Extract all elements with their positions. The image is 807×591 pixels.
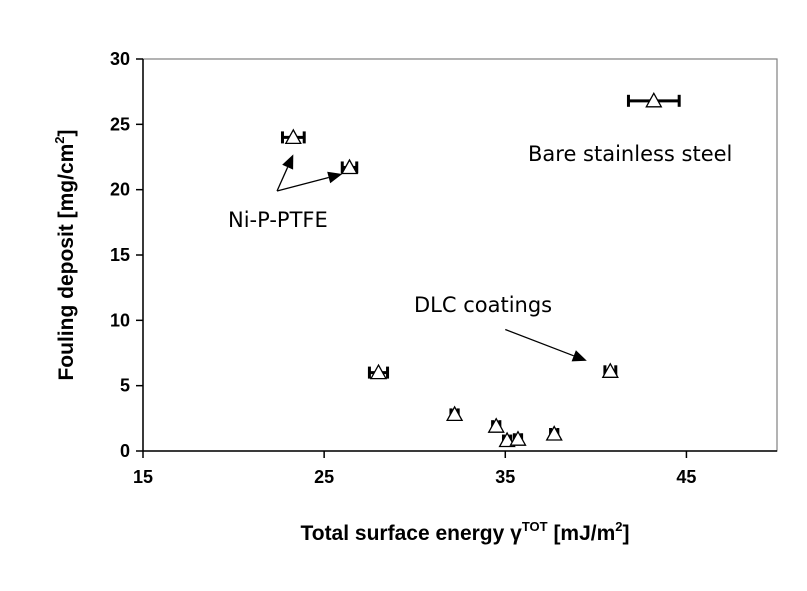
triangle-marker bbox=[545, 425, 563, 441]
triangle-marker bbox=[645, 91, 663, 108]
annotation-arrow bbox=[505, 328, 587, 362]
data-point bbox=[509, 430, 527, 446]
data-points bbox=[280, 91, 681, 448]
data-point bbox=[487, 417, 505, 433]
y-tick-label: 20 bbox=[110, 180, 130, 200]
data-point bbox=[545, 425, 563, 441]
triangle-marker bbox=[340, 158, 359, 175]
x-tick-label: 35 bbox=[495, 467, 515, 487]
triangle-marker bbox=[284, 128, 302, 145]
annotation-ni-p-ptfe: Ni-P-PTFE bbox=[228, 208, 328, 232]
y-tick-label: 15 bbox=[110, 245, 130, 265]
data-point bbox=[340, 158, 359, 175]
x-tick-label: 25 bbox=[314, 467, 334, 487]
annotation-arrow bbox=[276, 171, 343, 192]
y-tick-label: 5 bbox=[120, 376, 130, 396]
annotation-arrow bbox=[276, 154, 294, 192]
data-point bbox=[601, 362, 619, 378]
y-tick-label: 0 bbox=[120, 441, 130, 461]
x-axis-ticks: 15 25 35 45 bbox=[133, 451, 696, 487]
y-tick-label: 30 bbox=[110, 49, 130, 69]
triangle-marker bbox=[445, 405, 464, 422]
x-axis-title: Total surface energy γTOT [mJ/m2] bbox=[300, 519, 629, 545]
annotation-dlc-coatings: DLC coatings bbox=[414, 293, 552, 317]
data-point bbox=[626, 91, 681, 108]
data-point bbox=[280, 128, 306, 145]
annotation-bare-stainless-steel: Bare stainless steel bbox=[528, 142, 732, 166]
plot-area-frame bbox=[142, 58, 778, 452]
y-tick-label: 10 bbox=[110, 310, 130, 330]
y-axis-title: Fouling deposit [mg/cm2] bbox=[52, 129, 78, 380]
triangle-marker bbox=[487, 417, 505, 433]
triangle-marker bbox=[369, 363, 388, 380]
x-tick-label: 15 bbox=[133, 467, 153, 487]
triangle-marker bbox=[498, 431, 516, 448]
triangle-marker bbox=[601, 362, 619, 378]
triangle-marker bbox=[509, 430, 527, 446]
data-point bbox=[445, 405, 464, 422]
y-axis-ticks: 0 5 10 15 20 25 30 bbox=[110, 49, 143, 461]
data-point bbox=[367, 363, 390, 380]
annotation-arrows bbox=[276, 154, 587, 362]
y-tick-label: 25 bbox=[110, 114, 130, 134]
x-tick-label: 45 bbox=[676, 467, 696, 487]
